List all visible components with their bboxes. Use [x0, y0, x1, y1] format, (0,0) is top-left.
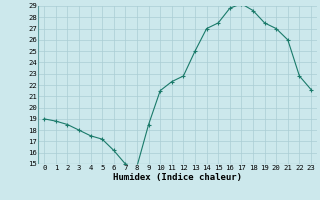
X-axis label: Humidex (Indice chaleur): Humidex (Indice chaleur) — [113, 173, 242, 182]
